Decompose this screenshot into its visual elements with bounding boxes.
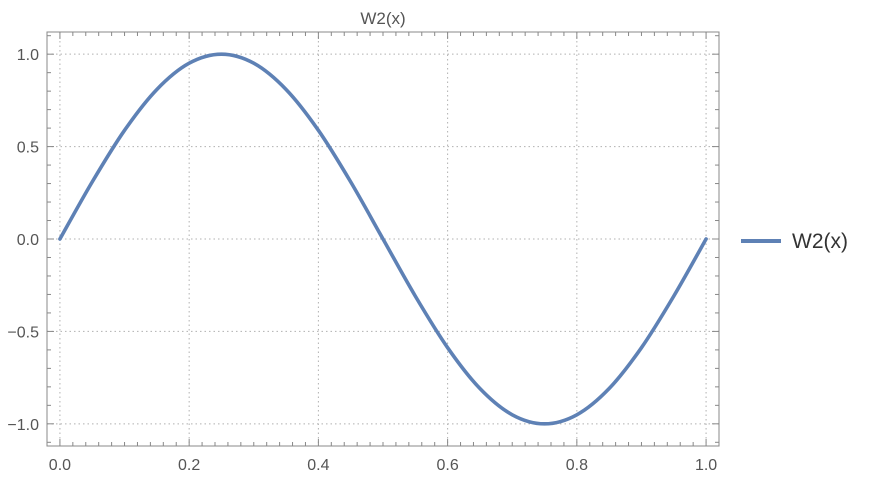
y-tick-label: 1.0: [17, 47, 39, 64]
x-tick-label: 0.4: [307, 457, 329, 474]
series-layer: [58, 52, 708, 426]
chart-title: W2(x): [360, 9, 405, 28]
x-tick-label: 1.0: [695, 457, 717, 474]
y-tick-label: 0.5: [17, 140, 39, 157]
y-tick-label: −1.0: [7, 417, 39, 434]
x-tick-label: 0.0: [49, 457, 71, 474]
axis-ticks: 0.0 0.2 0.4 0.6 0.8 1.0 1.0 0.5 0.0 −0.5 −1.0: [7, 32, 719, 474]
legend: W2(x): [741, 230, 848, 253]
x-tick-label: 0.2: [178, 457, 200, 474]
y-tick-label: −0.5: [7, 324, 39, 341]
series-line: [58, 52, 708, 426]
x-tick-label: 0.6: [436, 457, 458, 474]
legend-label: W2(x): [792, 230, 848, 253]
y-tick-label: 0.0: [17, 232, 39, 249]
x-tick-label: 0.8: [566, 457, 588, 474]
